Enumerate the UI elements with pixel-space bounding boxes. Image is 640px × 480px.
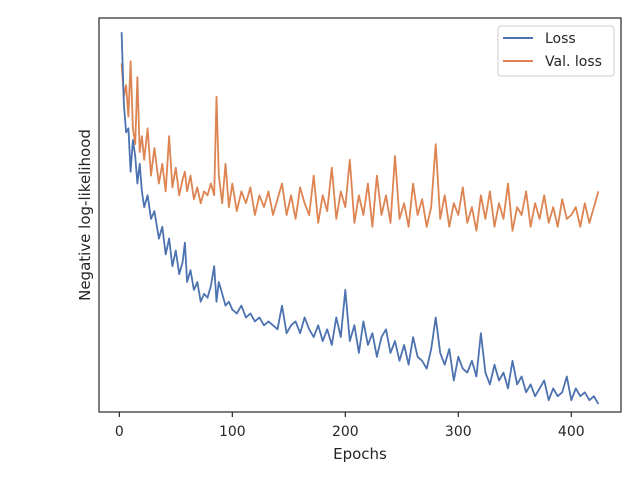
x-tick-label: 0: [115, 424, 124, 440]
series-line-val-loss: [120, 60, 600, 232]
legend-label-loss: Loss: [545, 31, 576, 47]
x-ticks: 0 100 200 300 400: [115, 412, 585, 440]
series-layer: [120, 32, 600, 405]
legend: Loss Val. loss: [497, 25, 615, 77]
series-line-loss: [120, 32, 600, 405]
y-axis-label: Negative log-likelihood: [76, 129, 94, 301]
x-tick-label: 400: [558, 424, 585, 440]
x-tick-label: 300: [445, 424, 472, 440]
x-tick-label: 200: [332, 424, 359, 440]
x-tick-label: 100: [219, 424, 246, 440]
plot-frame: [98, 17, 622, 413]
x-axis-label: Epochs: [333, 445, 387, 463]
legend-label-val-loss: Val. loss: [545, 54, 602, 70]
